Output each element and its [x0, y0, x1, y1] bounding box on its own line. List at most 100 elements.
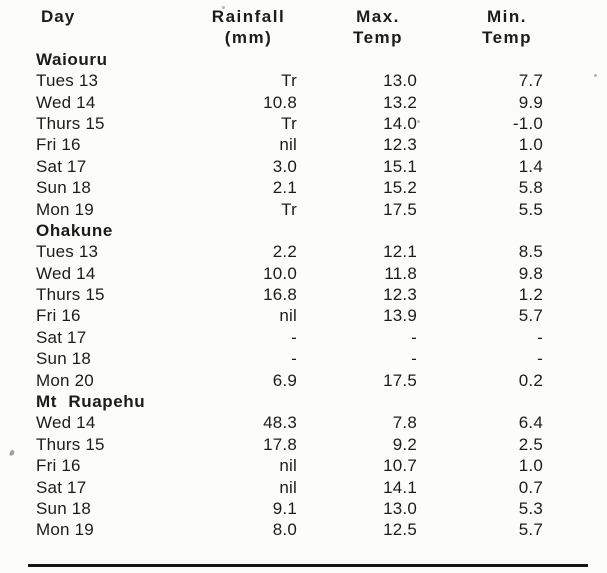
max-temp-cell: 12.5: [383, 520, 417, 540]
rainfall-cell: 8.0: [272, 520, 297, 540]
scan-speck: [417, 120, 420, 123]
scan-speck: [222, 6, 225, 9]
table-row: Sat 17 nil 14.1 0.7: [0, 477, 607, 498]
table-body: Waiouru Tues 13 Tr 13.0 7.7 Wed 14 10.8 13.2 9.9…: [0, 49, 607, 541]
table-row: Fri 16 nil 10.7 1.0: [0, 455, 607, 476]
max-temp-cell: 13.0: [383, 71, 417, 91]
max-temp-cell: 14.1: [383, 477, 417, 497]
rainfall-cell: Tr: [281, 71, 297, 91]
table-row: Mon 20 6.9 17.5 0.2: [0, 370, 607, 391]
rainfall-cell: Tr: [281, 113, 297, 133]
rainfall-cell: nil: [279, 135, 297, 155]
section-row: Ohakune: [0, 220, 607, 241]
table-row: Wed 14 10.0 11.8 9.8: [0, 263, 607, 284]
table-row: Thurs 15 Tr 14.0 -1.0: [0, 113, 607, 134]
section-row: Mt Ruapehu: [0, 391, 607, 412]
day-cell: Tues 13: [36, 242, 99, 262]
max-temp-cell: 11.8: [384, 263, 417, 283]
min-temp-cell: 1.0: [518, 135, 543, 155]
rainfall-cell: 6.9: [272, 370, 297, 390]
column-header-day-spacer: [36, 27, 180, 48]
rainfall-cell: 17.8: [263, 434, 297, 454]
max-temp-cell: 13.2: [383, 92, 417, 112]
column-header-day: Day: [41, 7, 76, 26]
day-cell: Sun 18: [36, 498, 92, 518]
day-cell: Mon 19: [36, 199, 94, 219]
rainfall-cell: 10.8: [263, 92, 297, 112]
table-row: Mon 19 8.0 12.5 5.7: [0, 519, 607, 540]
table-row: Sun 18 9.1 13.0 5.3: [0, 498, 607, 519]
day-cell: Thurs 15: [36, 113, 105, 133]
max-temp-cell: 13.0: [383, 498, 417, 518]
min-temp-cell: 1.0: [518, 456, 543, 476]
table-row: Thurs 15 16.8 12.3 1.2: [0, 284, 607, 305]
section-row: Waiouru: [0, 49, 607, 70]
rainfall-cell: -: [291, 349, 297, 369]
weather-table: Day Rainfall Max. Min. (mm) Temp Temp Wa…: [0, 6, 607, 541]
max-temp-cell: 12.1: [383, 242, 417, 262]
max-temp-cell: 17.5: [383, 370, 417, 390]
table-row: Fri 16 nil 12.3 1.0: [0, 134, 607, 155]
column-header-min-temp: Min.: [487, 7, 527, 26]
max-temp-cell: 15.2: [383, 178, 417, 198]
rainfall-cell: 10.0: [263, 263, 297, 283]
rainfall-cell: -: [291, 327, 297, 347]
day-cell: Sun 18: [36, 178, 92, 198]
column-header-rainfall-unit: (mm): [224, 28, 273, 48]
min-temp-cell: 5.7: [518, 520, 543, 540]
table-row: Sun 18 2.1 15.2 5.8: [0, 177, 607, 198]
rainfall-cell: Tr: [281, 199, 297, 219]
table-header-row-2: (mm) Temp Temp: [0, 27, 607, 48]
min-temp-cell: 5.7: [518, 306, 543, 326]
min-temp-cell: -: [537, 327, 543, 347]
day-cell: Sun 18: [36, 349, 92, 369]
min-temp-cell: 2.5: [518, 434, 543, 454]
table-row: Mon 19 Tr 17.5 5.5: [0, 199, 607, 220]
column-header-rainfall: Rainfall: [211, 7, 286, 26]
rainfall-cell: 9.1: [272, 498, 297, 518]
max-temp-cell: 12.3: [383, 135, 417, 155]
column-header-min-temp-line2: Temp: [481, 28, 533, 48]
day-cell: Mon 19: [36, 520, 94, 540]
min-temp-cell: 6.4: [518, 413, 543, 433]
scan-speck: [594, 74, 597, 77]
rainfall-cell: nil: [279, 456, 297, 476]
table-row: Wed 14 10.8 13.2 9.9: [0, 92, 607, 113]
min-temp-cell: 7.7: [518, 71, 543, 91]
column-header-max-temp: Max.: [356, 7, 400, 26]
min-temp-cell: 5.8: [518, 178, 543, 198]
table-row: Fri 16 nil 13.9 5.7: [0, 305, 607, 326]
day-cell: Wed 14: [36, 263, 96, 283]
table-row: Thurs 15 17.8 9.2 2.5: [0, 434, 607, 455]
max-temp-cell: -: [411, 327, 417, 347]
rainfall-cell: nil: [279, 306, 297, 326]
table-row: Wed 14 48.3 7.8 6.4: [0, 412, 607, 433]
rainfall-cell: nil: [279, 477, 297, 497]
max-temp-cell: 15.1: [383, 156, 417, 176]
table-bottom-rule: [28, 564, 588, 567]
rainfall-cell: 2.1: [272, 178, 297, 198]
column-header-max-temp-line2: Temp: [352, 28, 404, 48]
max-temp-cell: 13.9: [383, 306, 417, 326]
max-temp-cell: 10.7: [383, 456, 417, 476]
day-cell: Thurs 15: [36, 434, 105, 454]
day-cell: Thurs 15: [36, 285, 105, 305]
min-temp-cell: 5.3: [518, 498, 543, 518]
day-cell: Wed 14: [36, 92, 96, 112]
min-temp-cell: 0.7: [518, 477, 543, 497]
max-temp-cell: 12.3: [383, 285, 417, 305]
table-header-row-1: Day Rainfall Max. Min.: [0, 6, 607, 27]
min-temp-cell: -: [537, 349, 543, 369]
table-row: Sun 18 - - -: [0, 348, 607, 369]
section-name: Waiouru: [36, 49, 108, 69]
min-temp-cell: 8.5: [518, 242, 543, 262]
min-temp-cell: 1.4: [518, 156, 543, 176]
day-cell: Fri 16: [36, 456, 81, 476]
rainfall-cell: 3.0: [272, 156, 297, 176]
min-temp-cell: 1.2: [518, 285, 543, 305]
rainfall-cell: 2.2: [272, 242, 297, 262]
day-cell: Tues 13: [36, 71, 99, 91]
table-row: Sat 17 3.0 15.1 1.4: [0, 156, 607, 177]
max-temp-cell: 17.5: [383, 199, 417, 219]
min-temp-cell: 9.9: [518, 92, 543, 112]
